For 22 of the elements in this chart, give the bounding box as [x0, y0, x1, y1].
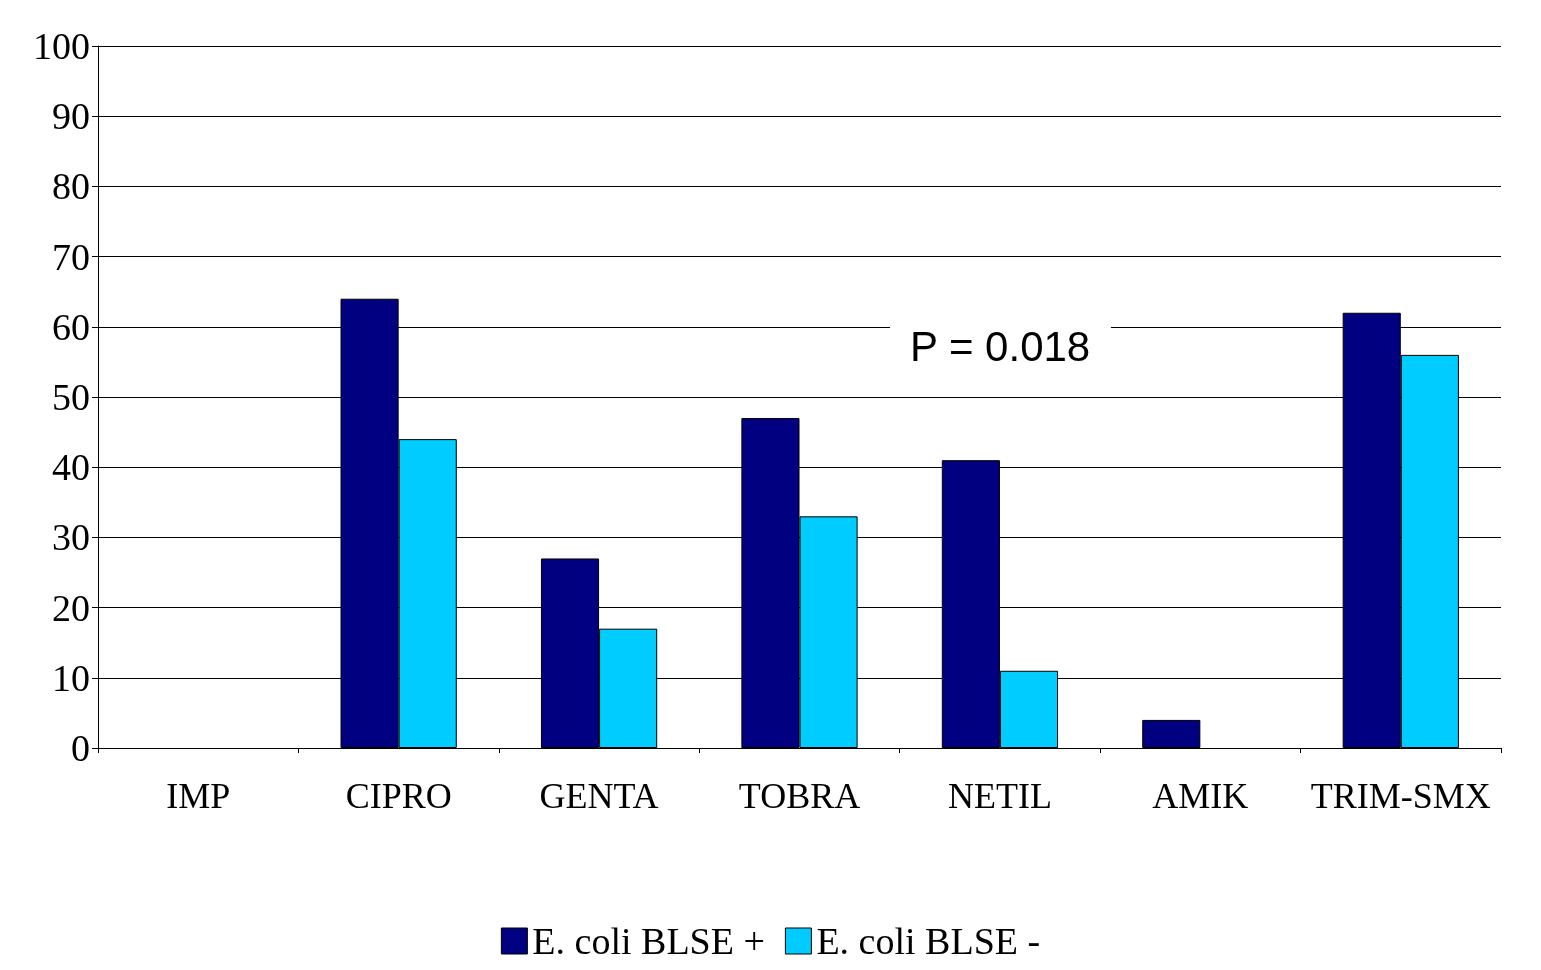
y-tick-label: 30: [52, 516, 90, 559]
y-tick-label: 40: [52, 446, 90, 489]
y-tick-label: 0: [71, 727, 90, 769]
y-tick-label: 70: [52, 235, 90, 278]
x-tick-label: CIPRO: [345, 776, 452, 816]
y-tick-label: 100: [33, 25, 90, 67]
x-tick-label: GENTA: [539, 776, 659, 816]
y-tick-label: 60: [52, 305, 90, 348]
legend-label: E. coli BLSE +: [532, 920, 765, 962]
legend-label: E. coli BLSE -: [816, 920, 1041, 962]
y-tick-label: 80: [52, 165, 90, 208]
bar: [1142, 719, 1201, 748]
y-tick-label: 10: [52, 656, 90, 699]
x-tick-label: TRIM-SMX: [1310, 776, 1491, 816]
x-tick-label: AMIK: [1152, 776, 1249, 816]
y-tick-label: 50: [52, 376, 90, 418]
y-tick-label: 20: [52, 586, 90, 629]
x-tick-label: IMP: [166, 776, 231, 816]
x-tick-label: TOBRA: [738, 776, 861, 816]
x-tick-label: NETIL: [947, 776, 1052, 816]
y-tick-label: 90: [52, 95, 90, 138]
annotation: P = 0.018: [910, 322, 1091, 370]
